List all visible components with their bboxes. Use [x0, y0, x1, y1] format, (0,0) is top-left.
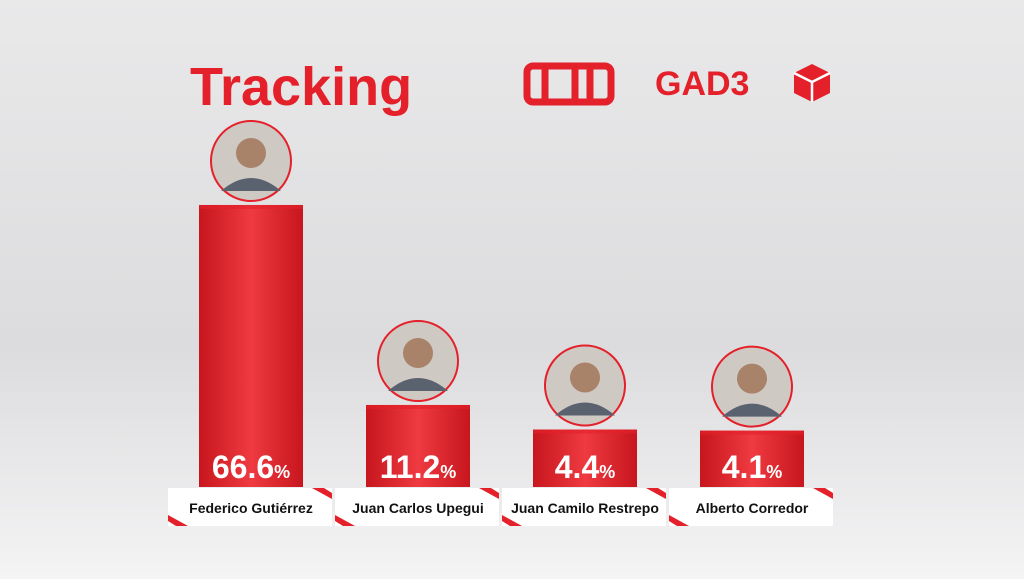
x-tick-label: Juan Camilo Restrepo — [511, 500, 659, 516]
bar-top — [366, 404, 470, 409]
photo-head — [570, 362, 600, 393]
photo-body — [555, 402, 615, 416]
bar — [366, 404, 470, 487]
x-tick-label: Alberto Corredor — [696, 500, 809, 516]
value-label: 4.4% — [555, 449, 616, 485]
chart-title: Tracking — [190, 57, 412, 117]
name-box — [669, 488, 833, 526]
photo-head — [737, 363, 767, 394]
name-box — [168, 488, 332, 526]
name-stripe — [335, 515, 355, 526]
photo-head — [403, 337, 433, 368]
cube-icon-lines — [793, 71, 831, 102]
x-tick-label: Federico Gutiérrez — [189, 500, 313, 516]
bar-top — [700, 430, 804, 435]
bar-top — [199, 204, 303, 209]
bar-top — [533, 429, 637, 434]
value-label: 4.1% — [722, 449, 783, 485]
name-stripe — [502, 515, 522, 526]
photo-head — [236, 137, 266, 168]
name-stripe — [813, 488, 833, 499]
value-label: 66.6% — [212, 449, 290, 485]
photo-body — [221, 177, 281, 191]
name-stripe — [646, 488, 666, 499]
name-box — [502, 488, 666, 526]
bar — [199, 204, 303, 487]
bar — [700, 430, 804, 487]
name-stripe — [669, 515, 689, 526]
brand-logo: GAD3 — [655, 65, 749, 103]
name-stripe — [312, 488, 332, 499]
x-tick-label: Juan Carlos Upegui — [352, 500, 483, 516]
name-stripe — [168, 515, 188, 526]
rcn-logo — [523, 62, 615, 106]
name-box — [335, 488, 499, 526]
value-label: 11.2% — [380, 449, 457, 485]
name-stripe — [479, 488, 499, 499]
photo-body — [722, 403, 782, 417]
photo-body — [388, 377, 448, 391]
bar — [533, 429, 637, 487]
